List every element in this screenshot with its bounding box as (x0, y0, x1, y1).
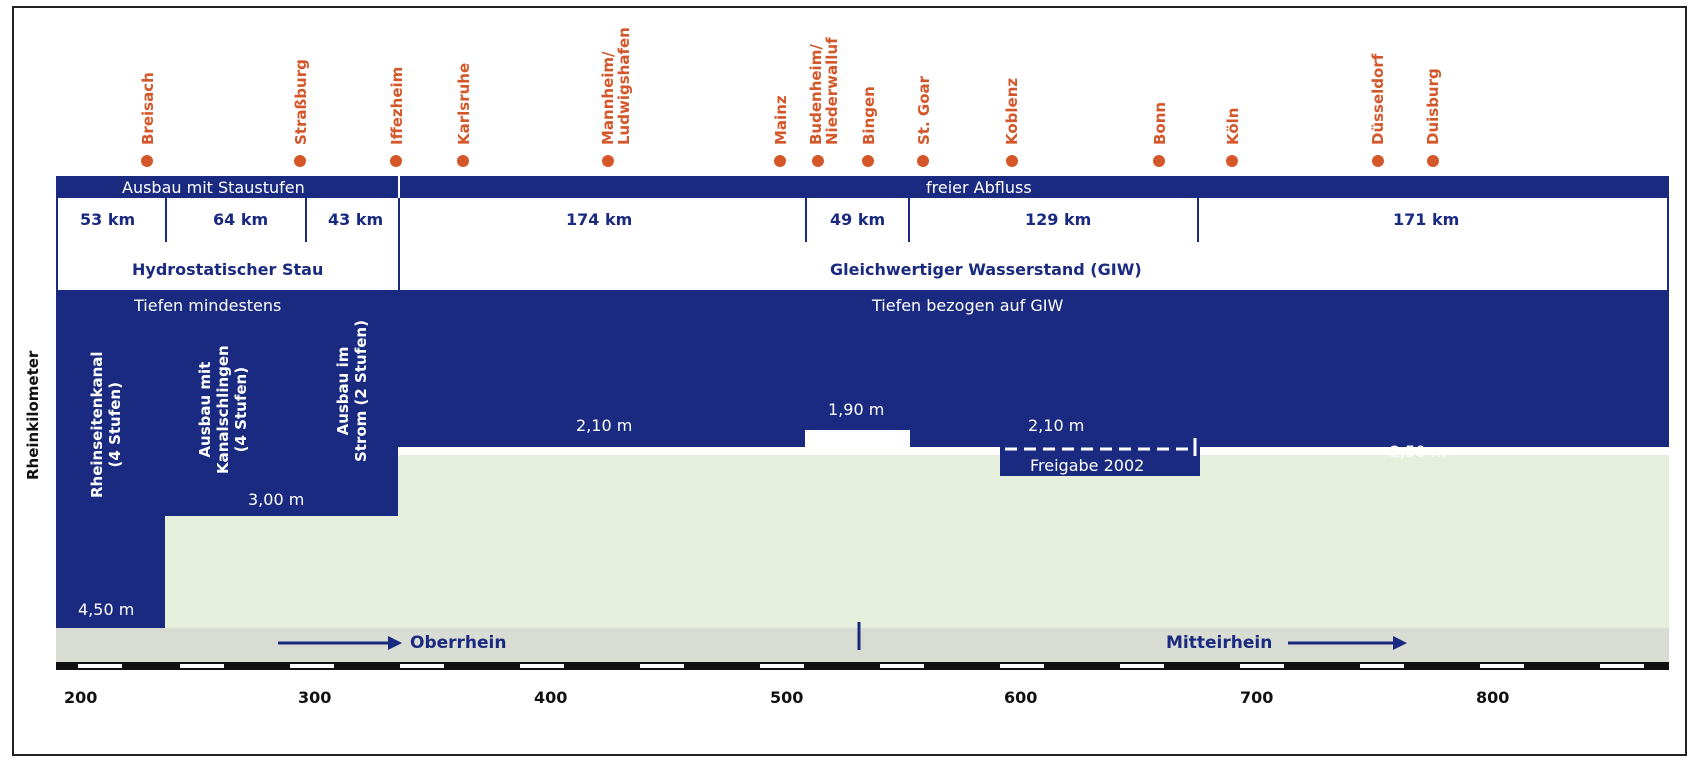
divider (398, 198, 400, 290)
city-dot (1226, 155, 1238, 167)
depth-value: 3,00 m (248, 490, 305, 509)
depth-value: 2,10 m (576, 416, 633, 435)
axis-scale-pattern (78, 664, 1644, 668)
divider (165, 198, 167, 242)
left-header-label: Ausbau mit Staustufen (122, 178, 305, 197)
segment-km: 174 km (566, 210, 633, 229)
mittelrhein-arrow-head (1393, 636, 1407, 650)
header-band (56, 176, 1669, 198)
divider (908, 198, 910, 242)
x-tick-label: 600 (1004, 688, 1038, 707)
divider (305, 198, 307, 242)
depth-profile-shape (56, 290, 1669, 628)
left-stau-label: Hydrostatischer Stau (132, 260, 324, 279)
divider (1197, 198, 1199, 242)
city-dot (294, 155, 306, 167)
city-dot (917, 155, 929, 167)
x-tick-label: 700 (1240, 688, 1274, 707)
city-dot (812, 155, 824, 167)
region-label-mittelrhein: Mitteirhein (1166, 633, 1273, 653)
segment-km: 129 km (1025, 210, 1092, 229)
segment-km: 171 km (1393, 210, 1460, 229)
city-dot (1153, 155, 1165, 167)
city-dot (1427, 155, 1439, 167)
depth-value: 2,10 m (1028, 416, 1085, 435)
city-dot (1372, 155, 1384, 167)
km-band (56, 198, 1669, 290)
city-dot (141, 155, 153, 167)
city-dot (862, 155, 874, 167)
y-axis-label: Rheinkilometer (24, 350, 42, 480)
x-tick-label: 400 (534, 688, 568, 707)
city-dot (457, 155, 469, 167)
left-depth-header: Tiefen mindestens (134, 296, 282, 315)
depth-value: 2,50 m (1390, 442, 1447, 461)
divider (805, 198, 807, 242)
city-dot (1006, 155, 1018, 167)
segment-km: 64 km (213, 210, 269, 229)
segment-km: 43 km (328, 210, 384, 229)
city-dot (390, 155, 402, 167)
section-label-kanalschlingen: Ausbau mit Kanalschlingen (4 Stufen) (196, 345, 250, 474)
depth-value: 1,90 m (828, 400, 885, 419)
section-label-ausbau-im-strom: Ausbau im Strom (2 Stufen) (334, 320, 370, 462)
diagram-frame (12, 6, 1687, 756)
freigabe-label: Freigabe 2002 (1030, 456, 1145, 475)
depth-value: 4,50 m (78, 600, 135, 619)
x-tick-label: 500 (770, 688, 804, 707)
city-dot (602, 155, 614, 167)
region-label-oberrhein: Oberrhein (410, 633, 507, 653)
x-tick-label: 300 (298, 688, 332, 707)
x-tick-label: 800 (1476, 688, 1510, 707)
segment-km: 53 km (80, 210, 136, 229)
oberrhein-arrow-head (388, 636, 402, 650)
x-tick-label: 200 (64, 688, 98, 707)
right-header-label: freier Abfluss (926, 178, 1032, 197)
city-dot (774, 155, 786, 167)
right-depth-header: Tiefen bezogen auf GIW (872, 296, 1064, 315)
section-label-rheinseitenkanal: Rheinseitenkanal (4 Stufen) (88, 351, 124, 498)
right-stau-label: Gleichwertiger Wasserstand (GIW) (830, 260, 1142, 279)
axis-scale-base (56, 662, 1669, 670)
segment-km: 49 km (830, 210, 886, 229)
